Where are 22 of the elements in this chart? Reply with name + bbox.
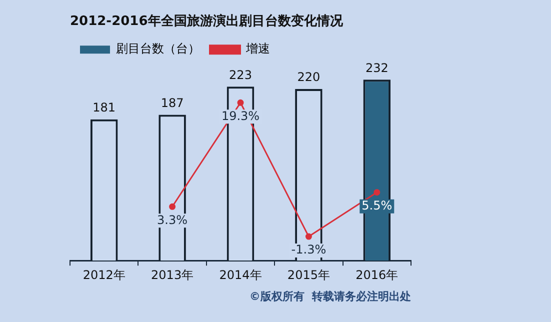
data-label: 181 [92,100,116,115]
point [374,189,380,196]
point [237,99,244,106]
point [169,203,176,210]
x-tick-label: 2013年 [151,268,194,282]
legend-label: 增速 [245,42,270,56]
data-label: 187 [160,96,184,110]
x-tick-label: 2016年 [356,268,398,282]
data-label: 19.3% [221,108,260,123]
data-label: 5.5% [362,198,392,212]
text: ©版权所有 转载请务必注明出处 [249,290,411,303]
data-label: 220 [297,70,320,84]
data-label: -1.3% [291,242,326,257]
x-tick-label: 2014年 [219,268,262,282]
point [305,233,312,240]
data-label: 223 [229,68,252,82]
legend-label: 剧目台数（台） [116,42,200,56]
data-label: 232 [365,60,388,75]
chart-title: 2012-2016年全国旅游演出剧目台数变化情况 [70,13,344,30]
x-tick-label: 2012年 [82,268,126,282]
x-tick-label: 2015年 [287,268,330,282]
data-label: 3.3% [157,212,188,227]
